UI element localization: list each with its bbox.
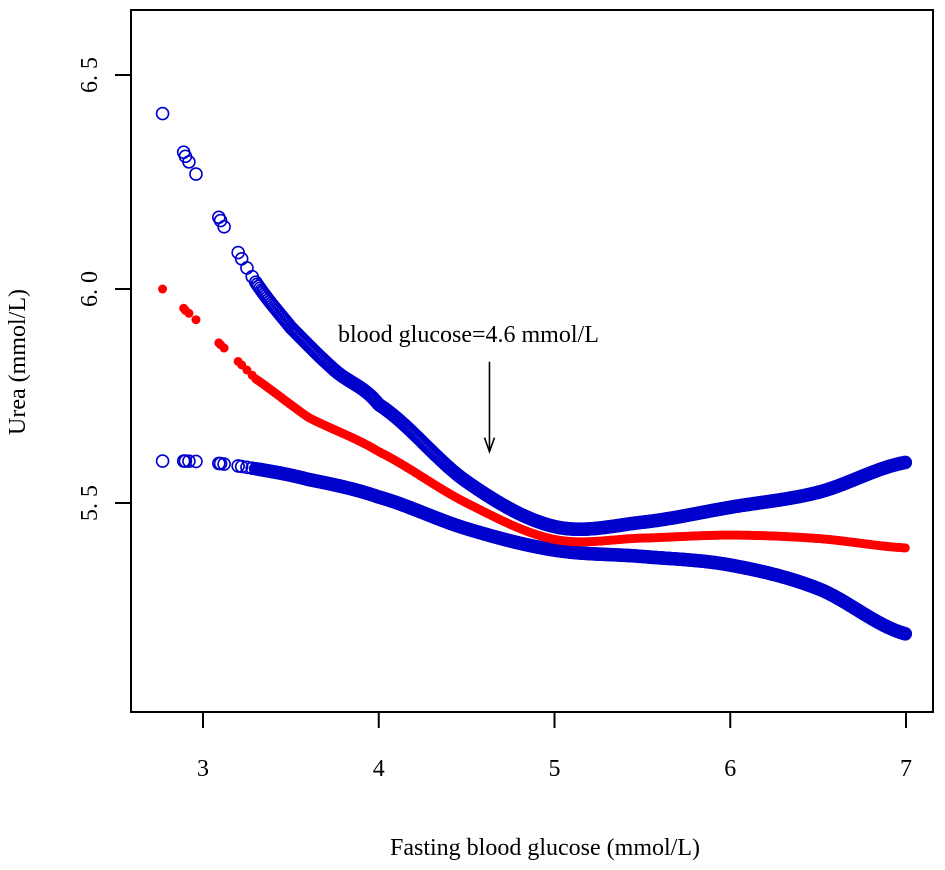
annotation-arrow — [483, 361, 496, 455]
x-tick-label: 6 — [724, 756, 736, 782]
y-tick-label: 6. 5 — [77, 57, 103, 93]
data-point — [217, 220, 231, 234]
data-point — [217, 457, 231, 471]
annotation-text: blood glucose=4.6 mmol/L — [338, 322, 599, 348]
x-tick-label: 5 — [549, 756, 561, 782]
plot-frame — [130, 9, 934, 713]
x-axis: 3 4 5 6 7 — [197, 712, 912, 782]
x-tick-label: 4 — [373, 756, 385, 782]
data-point — [898, 626, 913, 641]
data-point — [898, 455, 913, 470]
y-tick-label: 5. 5 — [77, 485, 103, 521]
data-point — [240, 261, 254, 275]
y-axis-label: Urea (mmol/L) — [5, 289, 31, 435]
series-fitted — [158, 284, 910, 553]
data-point — [182, 155, 196, 169]
data-point — [191, 315, 201, 325]
series-upper-ci — [155, 106, 913, 537]
plot-marks — [155, 106, 913, 641]
arrow-head — [483, 437, 496, 455]
x-axis-label: Fasting blood glucose (mmol/L) — [390, 835, 700, 861]
x-tick-label: 7 — [900, 756, 912, 782]
data-point — [234, 459, 249, 474]
data-point — [189, 167, 203, 181]
data-point — [155, 106, 170, 121]
y-tick-label: 6. 0 — [77, 271, 103, 307]
data-point — [158, 284, 168, 294]
data-point — [184, 308, 194, 318]
data-point — [189, 454, 203, 469]
y-axis: 5. 5 6. 0 6. 5 — [77, 57, 131, 521]
data-point — [213, 213, 228, 228]
x-tick-label: 3 — [197, 756, 209, 782]
data-point — [900, 543, 910, 553]
data-point — [219, 343, 229, 353]
data-point — [178, 454, 193, 468]
series-lower-ci — [155, 454, 913, 641]
data-point — [182, 454, 196, 468]
data-point — [155, 454, 170, 468]
